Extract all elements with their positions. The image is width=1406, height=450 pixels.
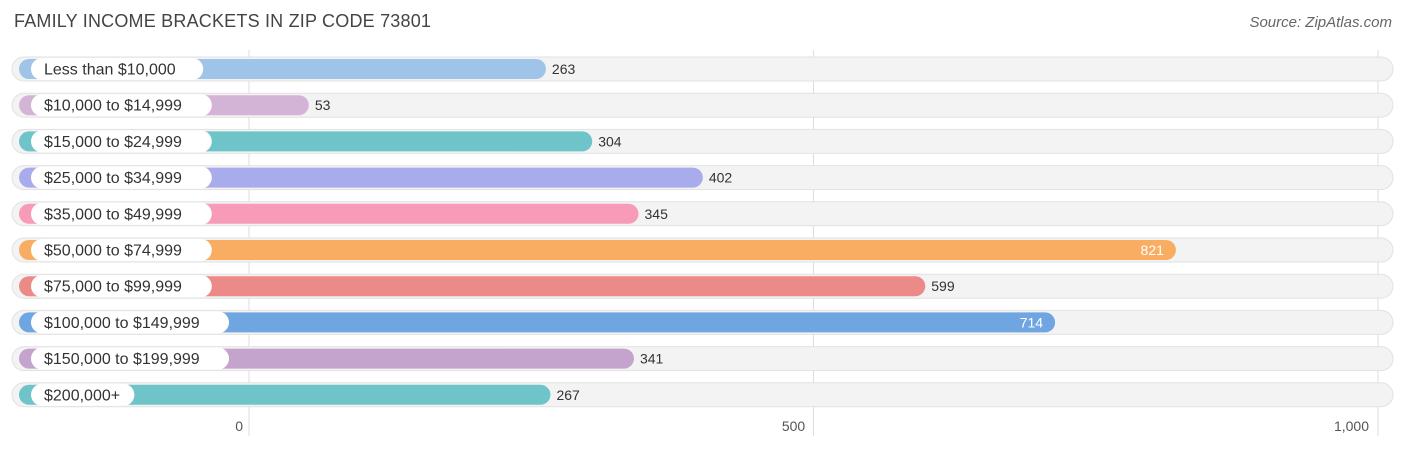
category-pill [31,130,212,153]
bar [19,276,926,297]
x-axis: 0 500 1,000 [235,418,1369,434]
category-label: $200,000+ [44,387,120,404]
bar-row: $150,000 to $199,999 341 [11,346,1394,372]
chart-title: FAMILY INCOME BRACKETS IN ZIP CODE 73801 [14,11,432,31]
category-pill [31,166,212,189]
category-label: $50,000 to $74,999 [44,243,182,260]
category-label: $150,000 to $199,999 [44,351,200,368]
category-pill [31,94,212,117]
bar-row: Less than $10,000 263 [11,56,1394,82]
value-label: 599 [931,278,955,294]
bar-row: $15,000 to $24,999 304 [11,128,1394,154]
bar-track [11,92,1394,118]
category-pill [31,311,229,334]
category-label: $35,000 to $49,999 [44,206,182,223]
value-label: 263 [552,61,576,77]
tick-label: 0 [235,418,243,434]
tick-label: 500 [782,418,806,434]
bar-row: $35,000 to $49,999 345 [11,201,1394,227]
bar-row: $200,000+ 267 [11,382,1394,408]
bar-row: $25,000 to $34,999 402 [11,165,1394,191]
category-label: $10,000 to $14,999 [44,98,182,115]
category-label: Less than $10,000 [44,62,176,79]
chart-source: Source: ZipAtlas.com [1249,14,1392,31]
category-pill [31,58,204,80]
category-pill [31,275,212,298]
value-label: 304 [598,133,622,149]
category-pill [31,239,212,261]
category-pill [31,383,135,406]
category-pill [31,202,212,225]
bar [19,240,1176,260]
value-label: 341 [640,351,664,367]
bar [19,384,551,405]
bar-row: $100,000 to $149,999 714 [11,309,1394,335]
bar-row: $50,000 to $74,999 821 [11,237,1394,263]
value-label: 53 [315,97,331,113]
bar-row: $75,000 to $99,999 599 [11,273,1394,299]
category-label: $15,000 to $24,999 [44,134,182,151]
value-label: 714 [1020,314,1044,330]
category-label: $25,000 to $34,999 [44,170,182,187]
category-label: $100,000 to $149,999 [44,315,200,332]
value-label: 267 [556,387,580,403]
bar [19,312,1056,333]
value-label: 821 [1141,242,1165,258]
bar-row: $10,000 to $14,999 53 [11,92,1394,118]
category-label: $75,000 to $99,999 [44,279,182,296]
bar-rows: Less than $10,000 263 $10,000 to $14,999 53… [11,56,1394,408]
value-label: 402 [709,170,733,186]
category-pill [31,347,229,370]
tick-label: 1,000 [1334,418,1369,434]
value-label: 345 [645,206,669,222]
